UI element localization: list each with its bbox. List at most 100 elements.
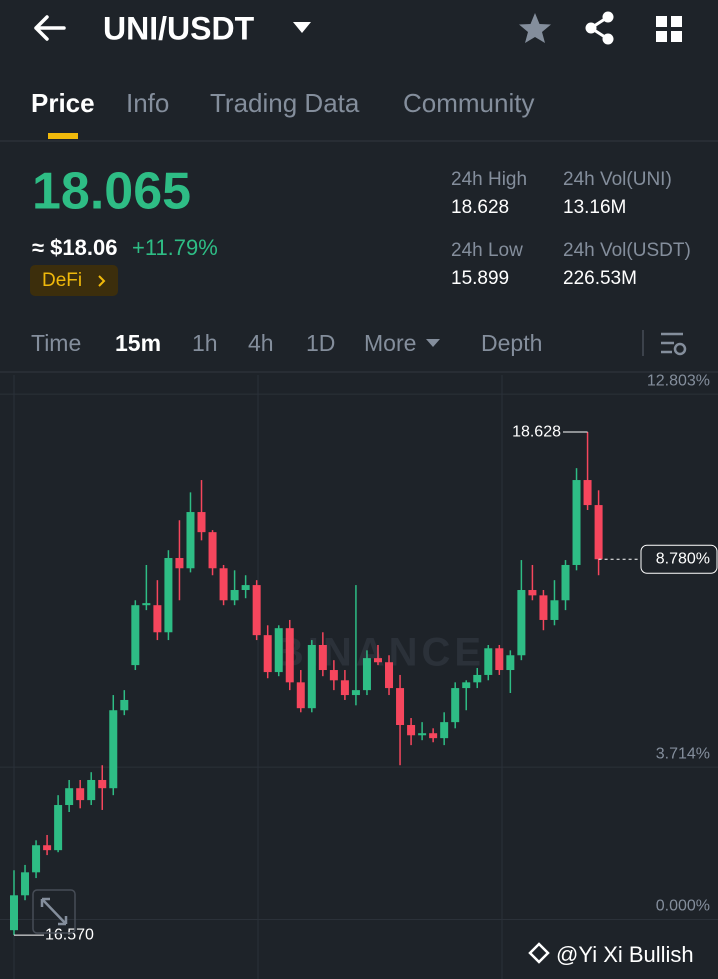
candle-body [550, 600, 559, 620]
low-label: 16.570 [45, 926, 94, 943]
candle-body [385, 662, 394, 689]
tab[interactable]: Community [403, 88, 534, 118]
stat-value: 15.899 [451, 268, 509, 289]
candle-body [10, 895, 18, 931]
tab[interactable]: Price [31, 88, 95, 118]
candle-body [208, 532, 217, 569]
candle-body [506, 655, 515, 671]
stat-value: 226.53M [563, 268, 637, 289]
interval-option[interactable]: Depth [481, 330, 542, 356]
stat-value: 18.628 [451, 197, 509, 218]
share-button[interactable] [585, 11, 614, 45]
interval-option[interactable]: More [364, 330, 416, 356]
candle-body [362, 658, 371, 691]
candle-body [484, 648, 493, 675]
candle-body [340, 680, 349, 696]
candle-body [98, 779, 107, 789]
pair-dropdown[interactable] [293, 22, 311, 33]
candle-body [473, 674, 482, 683]
candle-body [21, 872, 30, 896]
candle-body [153, 605, 162, 633]
credit-logo [528, 942, 550, 964]
y-tick-label: 0.000% [656, 898, 710, 915]
price-change: +11.79% [132, 235, 218, 260]
candle-body [451, 688, 460, 723]
fullscreen-button[interactable] [32, 889, 76, 934]
more-dropdown[interactable] [426, 339, 440, 347]
candle-body [462, 682, 471, 689]
candle-body [539, 595, 548, 620]
candle-body [109, 710, 118, 789]
fiat-price: ≈ $18.06 [32, 235, 117, 260]
candle-body [396, 688, 405, 726]
candle-body [175, 558, 184, 569]
chart-settings-button[interactable] [661, 332, 687, 356]
candle-body [43, 845, 52, 851]
candle-body [274, 628, 283, 673]
candle-body [263, 635, 272, 673]
candle-body [120, 699, 129, 711]
tag-label: DeFi [42, 270, 82, 291]
candle-body [65, 788, 74, 806]
candle-body [318, 644, 327, 671]
stat-value: 13.16M [563, 197, 626, 218]
fullscreen-icon [40, 897, 68, 926]
tab[interactable]: Info [126, 88, 169, 118]
interval-option[interactable]: 1h [192, 330, 218, 356]
y-tick-label: 12.803% [647, 372, 710, 389]
candle-body [561, 564, 570, 601]
tag-box[interactable] [30, 265, 118, 296]
candle-body [32, 845, 41, 873]
candle-body [142, 603, 151, 606]
candle-body [440, 722, 449, 739]
candle-body [329, 670, 338, 681]
candle-body [495, 648, 504, 671]
stat-label: 24h Low [451, 240, 523, 261]
candle-body [219, 568, 228, 601]
y-tick-label: 3.714% [656, 745, 710, 762]
last-price-box [640, 544, 718, 574]
tab[interactable]: Trading Data [210, 88, 360, 118]
candle-body [429, 733, 438, 739]
candle-body [230, 590, 239, 601]
pair-title: UNI/USDT [103, 10, 255, 46]
candle-body [54, 805, 63, 851]
candle-body [594, 505, 603, 560]
candle-body [351, 690, 360, 696]
interval-option[interactable]: 15m [115, 330, 161, 356]
candle-body [186, 512, 195, 569]
last-price: 18.065 [32, 163, 191, 221]
back-button[interactable] [34, 15, 66, 41]
stat-label: 24h Vol(UNI) [563, 169, 672, 190]
grid-menu-button[interactable] [656, 16, 682, 42]
candle-body [572, 480, 581, 565]
candle-body [197, 512, 206, 533]
candle-body [373, 658, 382, 663]
credit: @Yi Xi Bullish [556, 942, 694, 967]
candle-body [87, 779, 96, 801]
candle-body [307, 644, 316, 709]
candle-body [241, 585, 250, 591]
candle-body [76, 788, 85, 801]
last-price-label: 8.780% [656, 550, 710, 567]
candle-body [407, 725, 416, 736]
stat-label: 24h High [451, 169, 527, 190]
candle-body [296, 682, 305, 709]
candle-body [517, 590, 526, 656]
active-tab-indicator [48, 133, 78, 139]
interval-option[interactable]: 1D [306, 330, 335, 356]
interval-option[interactable]: 4h [248, 330, 274, 356]
candle-body [252, 585, 261, 636]
candle-body [131, 605, 140, 666]
candle-body [528, 590, 537, 596]
favorite-button[interactable] [519, 13, 551, 43]
high-label: 18.628 [512, 423, 561, 440]
stat-label: 24h Vol(USDT) [563, 240, 691, 261]
interval-option[interactable]: Time [31, 330, 81, 356]
watermark: BINANCE [275, 631, 485, 675]
candle-body [418, 733, 427, 736]
candle-body [164, 558, 173, 633]
